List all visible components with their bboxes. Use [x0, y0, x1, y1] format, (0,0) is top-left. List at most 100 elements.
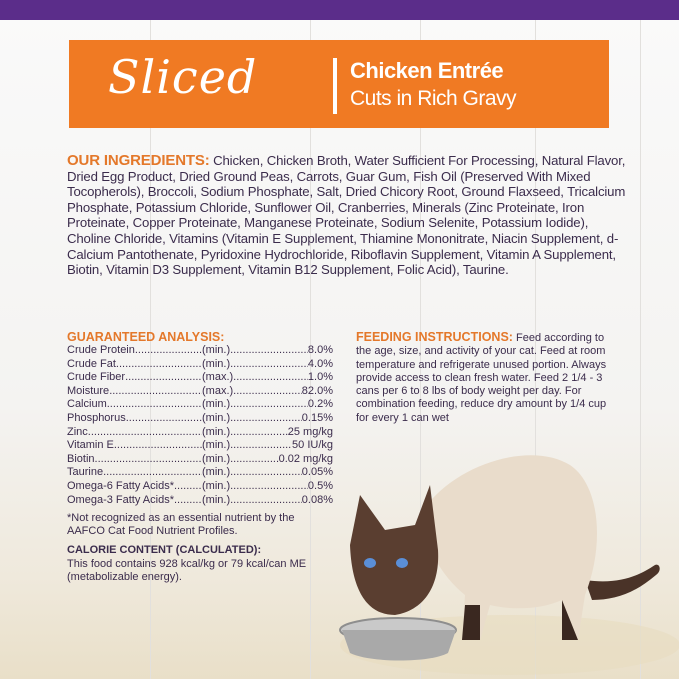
- nutrient-qualifier: (min.): [202, 357, 231, 370]
- dot-leader: [230, 494, 302, 508]
- dot-leader: [233, 371, 308, 385]
- food-bowl-side: [342, 630, 456, 661]
- analysis-row: Crude Fiber (max.) 1.0%: [67, 371, 333, 385]
- nutrient-name: Moisture: [67, 384, 110, 397]
- nutrient-qualifier: (min.): [202, 344, 231, 356]
- dot-leader: [107, 398, 202, 412]
- dot-leader: [230, 426, 288, 440]
- nutrient-qualifier: (min.): [202, 398, 231, 411]
- dot-leader: [116, 358, 202, 372]
- nutrient-name: Vitamin E: [67, 439, 114, 452]
- dot-leader: [230, 480, 308, 494]
- nutrient-value: 82.0%: [301, 384, 333, 397]
- analysis-row: Calcium (min.) 0.2%: [67, 398, 333, 412]
- nutrient-value: 8.0%: [307, 344, 333, 356]
- dot-leader: [230, 453, 278, 467]
- ingredients-text: Chicken, Chicken Broth, Water Sufficient…: [67, 153, 626, 278]
- guaranteed-analysis-section: GUARANTEED ANALYSIS: Crude Protein (min.)…: [67, 330, 333, 585]
- nutrient-value: 0.15%: [301, 411, 333, 424]
- nutrient-qualifier: (min.): [202, 425, 231, 438]
- wood-plank-line: [640, 20, 641, 679]
- cat-legs: [462, 600, 578, 640]
- analysis-row: Biotin (min.) 0.02 mg/kg: [67, 453, 333, 467]
- nutrient-qualifier: (max.): [202, 384, 234, 397]
- analysis-heading: GUARANTEED ANALYSIS:: [67, 330, 225, 344]
- dot-leader: [174, 494, 202, 508]
- feeding-instructions-section: FEEDING INSTRUCTIONS: Feed according to …: [356, 330, 621, 425]
- nutrient-value: 0.2%: [307, 398, 333, 411]
- dot-leader: [230, 398, 308, 412]
- cat-body: [420, 455, 597, 640]
- nutrient-qualifier: (min.): [202, 452, 231, 465]
- banner-script-text: Sliced: [108, 50, 258, 104]
- dot-leader: [125, 371, 202, 385]
- nutrient-name: Crude Protein: [67, 344, 135, 356]
- nutrient-name: Omega-6 Fatty Acids*: [67, 479, 174, 492]
- dot-leader: [126, 412, 202, 426]
- analysis-row: Zinc (min.) 25 mg/kg: [67, 426, 333, 440]
- nutrient-value: 1.0%: [307, 371, 333, 384]
- analysis-row: Crude Fat (min.) 4.0%: [67, 358, 333, 372]
- analysis-row: Omega-6 Fatty Acids* (min.) 0.5%: [67, 480, 333, 494]
- dot-leader: [230, 344, 308, 358]
- nutrient-value: 0.02 mg/kg: [278, 452, 333, 465]
- nutrient-name: Crude Fat: [67, 357, 116, 370]
- cat-tail: [585, 564, 660, 600]
- nutrient-value: 25 mg/kg: [287, 425, 333, 438]
- nutrient-qualifier: (min.): [202, 466, 231, 479]
- nutrient-qualifier: (min.): [202, 439, 231, 452]
- nutrient-name: Zinc: [67, 425, 88, 438]
- dot-leader: [135, 344, 202, 358]
- analysis-footnote: *Not recognized as an essential nutrient…: [67, 512, 295, 538]
- wood-plank-line: [420, 20, 421, 679]
- nutrient-qualifier: (min.): [202, 411, 231, 424]
- banner-title: Chicken Entrée: [350, 58, 504, 83]
- nutrient-name: Omega-3 Fatty Acids*: [67, 493, 174, 506]
- calorie-text: This food contains 928 kcal/kg or 79 kca…: [67, 557, 307, 584]
- ingredients-heading: OUR INGREDIENTS:: [67, 152, 210, 169]
- dot-leader: [233, 385, 302, 399]
- nutrient-name: Phosphorus: [67, 411, 126, 424]
- nutrient-qualifier: (min.): [202, 493, 231, 506]
- cat-eye-right: [396, 558, 408, 568]
- banner-subtitle: Cuts in Rich Gravy: [350, 87, 517, 110]
- dot-leader: [103, 466, 202, 480]
- analysis-row: Taurine (min.) 0.05%: [67, 466, 333, 480]
- dot-leader: [230, 439, 292, 453]
- dot-leader: [114, 439, 202, 453]
- product-banner: Chicken Entrée Cuts in Rich Gravy: [69, 40, 609, 128]
- feeding-heading: FEEDING INSTRUCTIONS:: [356, 330, 513, 344]
- wood-plank-line: [310, 20, 311, 679]
- nutrient-name: Taurine: [67, 466, 104, 479]
- cat-head: [350, 485, 439, 615]
- ingredients-section: OUR INGREDIENTS: Chicken, Chicken Broth,…: [67, 153, 627, 278]
- analysis-row: Moisture (max.) 82.0%: [67, 385, 333, 399]
- nutrient-value: 4.0%: [307, 357, 333, 370]
- nutrient-value: 50 IU/kg: [292, 439, 333, 452]
- nutrient-value: 0.08%: [301, 493, 333, 506]
- feeding-text: Feed according to the age, size, and act…: [356, 332, 607, 424]
- analysis-row: Vitamin E (min.) 50 IU/kg: [67, 439, 333, 453]
- cat-eye-left: [364, 558, 376, 568]
- nutrient-value: 0.5%: [307, 479, 333, 492]
- nutrient-qualifier: (min.): [202, 479, 231, 492]
- dot-leader: [230, 466, 302, 480]
- dot-leader: [230, 412, 302, 426]
- analysis-row: Omega-3 Fatty Acids* (min.) 0.08%: [67, 494, 333, 508]
- dot-leader: [88, 426, 202, 440]
- nutrient-qualifier: (max.): [202, 371, 234, 384]
- brand-top-bar: [0, 0, 679, 20]
- dot-leader: [174, 480, 202, 494]
- cat-photo: [339, 455, 679, 675]
- banner-divider: [333, 58, 337, 114]
- calorie-heading: CALORIE CONTENT (CALCULATED):: [67, 544, 262, 557]
- nutrient-name: Calcium: [67, 398, 107, 411]
- dot-leader: [95, 453, 202, 467]
- dot-leader: [230, 358, 308, 372]
- analysis-row: Crude Protein (min.) 8.0%: [67, 344, 333, 358]
- wood-plank-line: [535, 20, 536, 679]
- dot-leader: [109, 385, 202, 399]
- nutrient-name: Crude Fiber: [67, 371, 126, 384]
- analysis-row: Phosphorus (min.) 0.15%: [67, 412, 333, 426]
- nutrient-name: Biotin: [67, 452, 95, 465]
